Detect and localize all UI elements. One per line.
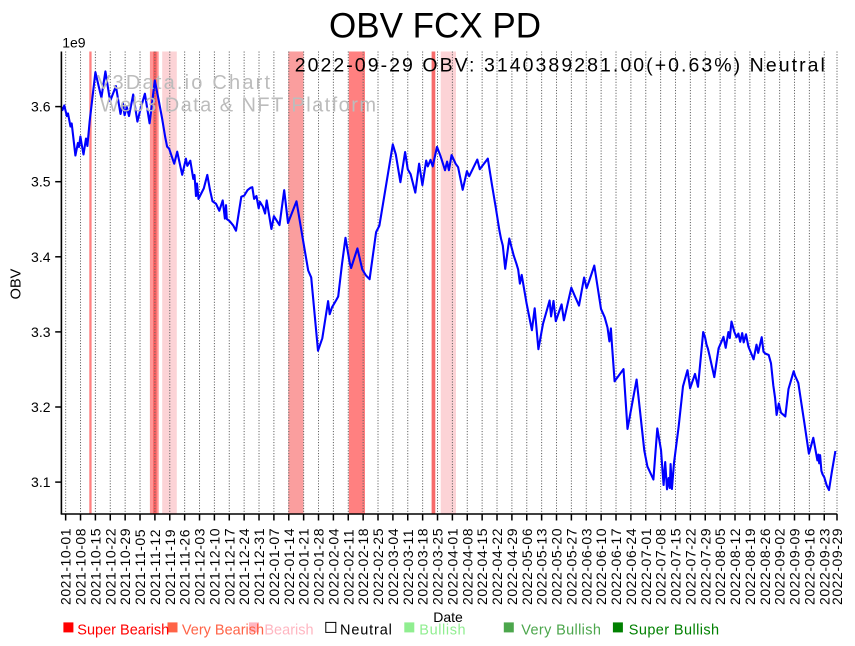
svg-text:2022-05-20: 2022-05-20 (549, 528, 565, 605)
svg-text:2022-06-10: 2022-06-10 (593, 528, 609, 605)
svg-text:Web3 Data & NFT Platform: Web3 Data & NFT Platform (100, 95, 377, 117)
svg-text:2022-03-25: 2022-03-25 (430, 528, 446, 605)
svg-text:1e9: 1e9 (62, 35, 86, 51)
svg-text:Super Bullish: Super Bullish (629, 623, 720, 639)
svg-text:2022-06-03: 2022-06-03 (578, 528, 594, 605)
svg-text:2022-07-08: 2022-07-08 (653, 528, 669, 605)
svg-text:2022-05-06: 2022-05-06 (519, 528, 535, 605)
svg-text:2021-11-12: 2021-11-12 (147, 529, 163, 605)
svg-text:2022-05-13: 2022-05-13 (534, 528, 550, 605)
svg-text:2022-09-09: 2022-09-09 (787, 528, 803, 605)
svg-text:Date: Date (433, 609, 463, 625)
svg-text:V3Data.io Chart: V3Data.io Chart (97, 72, 272, 94)
svg-text:2022-07-22: 2022-07-22 (682, 528, 698, 605)
svg-text:3.1: 3.1 (31, 474, 51, 490)
svg-text:Super Bearish: Super Bearish (77, 623, 169, 639)
svg-text:2022-08-12: 2022-08-12 (727, 528, 743, 605)
svg-text:OBV FCX PD: OBV FCX PD (329, 7, 541, 46)
svg-text:2022-02-11: 2022-02-11 (340, 529, 356, 605)
svg-text:Very Bearish: Very Bearish (182, 623, 264, 639)
svg-text:2022-04-01: 2022-04-01 (444, 528, 460, 605)
svg-text:2021-12-17: 2021-12-17 (221, 528, 237, 605)
svg-text:OBV: OBV (9, 268, 25, 299)
svg-text:2022-06-24: 2022-06-24 (623, 528, 639, 605)
svg-text:2022-03-11: 2022-03-11 (400, 529, 416, 605)
svg-text:2022-01-28: 2022-01-28 (311, 528, 327, 605)
svg-text:2022-07-29: 2022-07-29 (697, 528, 713, 605)
svg-text:2022-06-17: 2022-06-17 (608, 528, 624, 605)
svg-text:2021-12-10: 2021-12-10 (206, 528, 222, 605)
svg-text:2022-02-18: 2022-02-18 (355, 528, 371, 605)
svg-text:2022-02-25: 2022-02-25 (370, 528, 386, 605)
svg-text:2022-03-04: 2022-03-04 (385, 528, 401, 605)
svg-text:Bearish: Bearish (264, 623, 313, 639)
svg-text:2021-11-05: 2021-11-05 (132, 529, 148, 605)
svg-text:2021-10-22: 2021-10-22 (102, 528, 118, 605)
svg-text:Very Bullish: Very Bullish (521, 623, 601, 639)
svg-text:2022-02-04: 2022-02-04 (325, 528, 341, 605)
svg-text:2022-03-18: 2022-03-18 (415, 528, 431, 605)
svg-text:3.5: 3.5 (31, 174, 51, 190)
svg-text:2022-08-26: 2022-08-26 (757, 528, 773, 605)
svg-text:2022-01-07: 2022-01-07 (266, 528, 282, 605)
svg-text:2021-12-03: 2021-12-03 (192, 528, 208, 605)
svg-text:2022-09-29: 2022-09-29 (829, 528, 845, 605)
svg-text:2021-12-24: 2021-12-24 (236, 528, 252, 605)
svg-text:3.3: 3.3 (31, 324, 51, 340)
svg-text:2022-07-01: 2022-07-01 (638, 528, 654, 605)
svg-text:2021-11-26: 2021-11-26 (177, 529, 193, 605)
svg-text:2022-01-14: 2022-01-14 (281, 528, 297, 605)
svg-text:2021-10-08: 2021-10-08 (73, 528, 89, 605)
svg-text:Bullish: Bullish (419, 623, 466, 639)
svg-text:2021-11-19: 2021-11-19 (162, 529, 178, 605)
svg-text:2022-04-15: 2022-04-15 (474, 528, 490, 605)
svg-text:2022-04-22: 2022-04-22 (489, 528, 505, 605)
svg-text:2022-07-15: 2022-07-15 (668, 528, 684, 605)
svg-text:2022-08-19: 2022-08-19 (742, 528, 758, 605)
svg-text:2022-01-21: 2022-01-21 (296, 528, 312, 605)
svg-text:2022-09-16: 2022-09-16 (801, 528, 817, 605)
svg-text:2022-08-05: 2022-08-05 (712, 528, 728, 605)
svg-text:2022-09-29 OBV: 3140389281.00(: 2022-09-29 OBV: 3140389281.00(+0.63%) Ne… (295, 55, 827, 77)
svg-text:2022-09-02: 2022-09-02 (772, 528, 788, 605)
svg-text:3.4: 3.4 (31, 249, 51, 265)
svg-text:Neutral: Neutral (340, 623, 393, 639)
svg-text:2021-10-29: 2021-10-29 (117, 528, 133, 605)
svg-text:3.6: 3.6 (31, 99, 51, 115)
svg-text:2021-12-31: 2021-12-31 (251, 528, 267, 605)
svg-text:2022-04-08: 2022-04-08 (459, 528, 475, 605)
svg-text:2022-09-23: 2022-09-23 (816, 528, 832, 605)
svg-text:2021-10-15: 2021-10-15 (87, 528, 103, 605)
svg-text:2022-04-29: 2022-04-29 (504, 528, 520, 605)
svg-text:2021-10-01: 2021-10-01 (58, 528, 74, 605)
svg-text:3.2: 3.2 (31, 399, 51, 415)
svg-text:2022-05-27: 2022-05-27 (563, 528, 579, 605)
